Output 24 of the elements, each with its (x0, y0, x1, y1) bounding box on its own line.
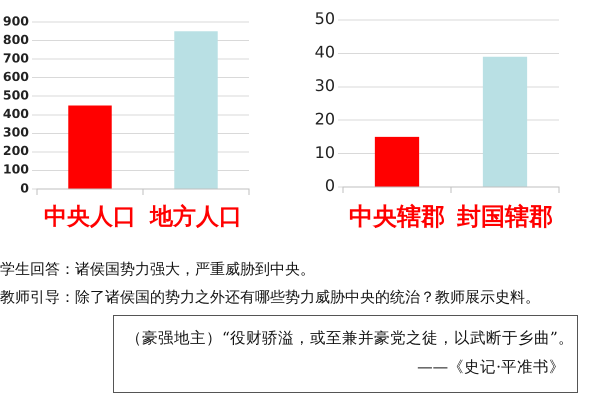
y-tick-label: 800 (2, 32, 30, 47)
text: ——《史记·平准书》 (416, 357, 565, 378)
y-tick-label: 30 (314, 76, 335, 95)
text: 学生回答：诸侯国势力强大，严重威胁到中央。 (0, 259, 316, 280)
x-tick-label: 封国辖郡 (456, 202, 553, 231)
y-tick-label: 40 (314, 42, 335, 62)
text: 教师引导：除了诸侯国的势力之外还有哪些势力威胁中央的统治？教师展示史料。 (0, 287, 541, 308)
y-tick-label: 300 (2, 124, 30, 140)
y-tick-label: 700 (2, 50, 30, 66)
y-tick-label: 10 (314, 142, 335, 162)
text: （豪强地主）“役财骄溢，或至兼并豪党之徒，以武断于乡曲”。 (126, 328, 574, 349)
y-tick-label: 50 (314, 9, 335, 28)
x-tick-label: 中央人口 (44, 204, 136, 230)
y-tick-label: 200 (2, 143, 30, 158)
y-tick-label: 0 (324, 176, 335, 196)
y-tick-label: 20 (314, 109, 335, 128)
y-tick-label: 100 (2, 162, 30, 177)
x-tick-label: 地方人口 (149, 202, 242, 230)
y-tick-label: 400 (2, 106, 30, 122)
x-tick-label: 中央辖郡 (349, 202, 445, 231)
y-tick-label: 500 (2, 87, 30, 102)
y-tick-label: 600 (2, 68, 30, 84)
y-tick-label: 900 (2, 13, 30, 28)
y-tick-label: 0 (20, 180, 30, 196)
